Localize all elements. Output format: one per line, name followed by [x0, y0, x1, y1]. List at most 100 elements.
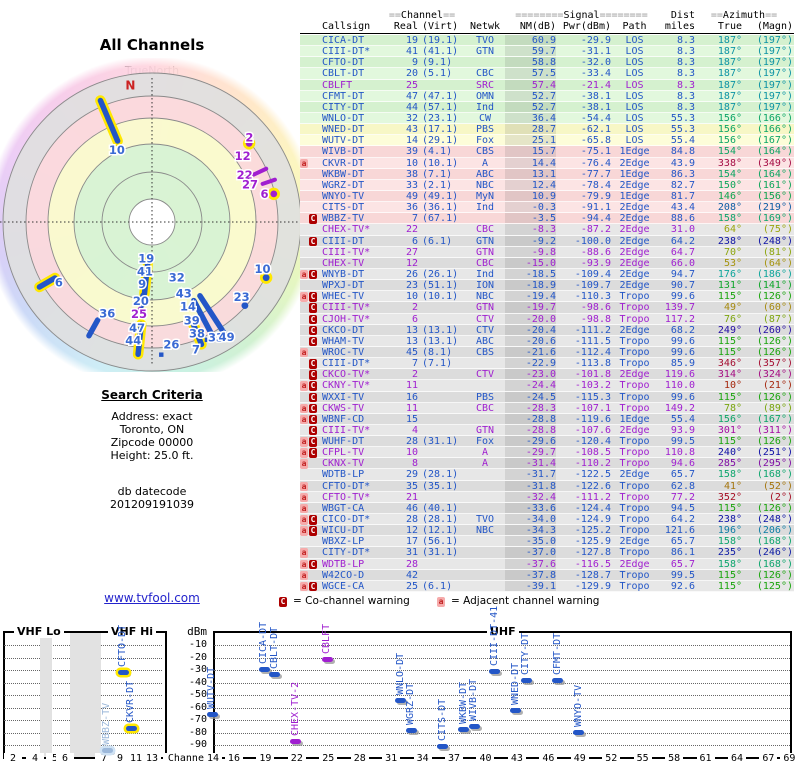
radar-title: All Channels	[99, 36, 205, 54]
table-header-groups: ==Channel== ========Signal======== Dist …	[388, 10, 778, 21]
station-marker	[260, 177, 277, 186]
magnetic-azimuth-cell: (219°)	[756, 202, 793, 213]
network-cell: CBS	[475, 146, 495, 157]
magnetic-azimuth-cell: (197°)	[756, 46, 793, 57]
true-azimuth-cell: 156°	[717, 135, 742, 146]
magnetic-azimuth-cell: (251°)	[756, 447, 793, 458]
radar-channel-label: 36	[99, 307, 115, 321]
nm-db-cell: 10.9	[505, 190, 556, 202]
tvfool-link[interactable]: www.tvfool.com	[104, 591, 200, 605]
power-dbm-cell: -124.4	[574, 502, 611, 514]
distance-cell: 43.4	[670, 202, 695, 213]
table-row: aC CIII-DT* 7 (7.1) -22.9 -113.8 Tropo 85.9 346°…	[300, 358, 794, 370]
path-cell: Tropo	[619, 358, 650, 369]
real-channel-cell: 28	[405, 514, 418, 525]
badge-slot-a: a	[300, 392, 309, 402]
co-channel-badge: C	[309, 448, 317, 458]
magnetic-azimuth-cell: (246°)	[756, 547, 793, 558]
co-channel-badge: C	[309, 403, 317, 414]
badge-slot-a: a	[300, 314, 309, 324]
radar-channel-label: 23	[234, 290, 250, 304]
true-azimuth-cell: 156°	[717, 112, 742, 124]
callsign-cell: WDTB-LP	[322, 558, 365, 569]
channel-tick-label: 55	[633, 753, 652, 764]
power-dbm-cell: -75.1	[580, 146, 611, 157]
virtual-channel-cell	[418, 247, 465, 257]
callsign-cell: CBLT-DT	[322, 68, 365, 79]
callsign-cell: WHEC-TV	[322, 291, 365, 302]
chart-station-label: CBLFT	[321, 623, 333, 654]
table-row: aCCFMT-DT 47 (47.1) OMN 52.7 -38.1 LOS 8.3 187° (…	[300, 90, 794, 102]
true-azimuth-cell: 187°	[717, 35, 742, 46]
co-channel-badge: C	[309, 526, 317, 536]
station-marker	[136, 307, 142, 320]
real-channel-cell: 43	[405, 124, 418, 135]
badge-slot-a: a	[300, 302, 309, 312]
radar-channel-label: 14	[180, 300, 196, 314]
path-cell: LOS	[625, 46, 644, 57]
virtual-channel-cell: (12.1)	[422, 525, 459, 536]
badge-slot-a: a	[300, 369, 309, 379]
badge-slot-a: a	[300, 158, 309, 169]
table-row: aCCFTO-TV* 21 -32.4 -111.2 Tropo 77.2 352° (2°)	[300, 491, 794, 503]
virtual-channel-cell: (31.1)	[422, 436, 459, 447]
station-marker	[241, 302, 249, 310]
power-dbm-cell: -115.3	[574, 391, 611, 402]
badge-slot-c: C	[309, 102, 319, 112]
station-marker	[135, 321, 144, 358]
callsign-cell: CICA-DT	[322, 35, 365, 46]
power-dbm-cell: -108.5	[574, 447, 611, 458]
nm-db-cell: -37.0	[505, 547, 556, 558]
magnetic-azimuth-cell: (126°)	[756, 346, 793, 358]
distance-cell: 8.3	[676, 35, 695, 46]
magnetic-azimuth-cell: (167°)	[756, 413, 793, 424]
vhf-gap-band	[40, 633, 52, 757]
network-cell: CBS	[475, 346, 495, 358]
station-marker	[97, 97, 121, 144]
real-channel-cell: 42	[405, 569, 418, 580]
network-cell: GTN	[475, 246, 495, 257]
real-channel-cell: 46	[405, 502, 418, 514]
badge-slot-c: C	[309, 46, 319, 56]
power-dbm-cell: -88.6	[580, 246, 611, 257]
power-dbm-cell: -112.4	[574, 346, 611, 358]
station-marker	[159, 352, 164, 357]
callsign-cell: WBXZ-LP	[322, 536, 365, 547]
badge-slot-a: a	[300, 503, 309, 514]
power-dbm-cell: -128.7	[574, 569, 611, 580]
badge-slot-c: C	[309, 258, 319, 268]
network-cell: GTN	[475, 235, 495, 246]
magnetic-azimuth-cell: (197°)	[756, 57, 793, 68]
virtual-channel-cell	[418, 570, 465, 580]
real-channel-cell: 19	[405, 35, 418, 46]
band-title: UHF	[487, 625, 519, 638]
badge-slot-c: C	[309, 369, 319, 380]
magnetic-azimuth-cell: (126°)	[756, 291, 793, 302]
power-dbm-cell: -78.4	[580, 179, 611, 190]
badge-slot-c: C	[309, 135, 319, 145]
badge-slot-c: C	[309, 280, 319, 290]
badge-slot-c: C	[309, 213, 319, 224]
true-azimuth-cell: 70°	[723, 246, 742, 257]
virtual-channel-cell	[418, 403, 465, 413]
magnetic-azimuth-cell: (156°)	[756, 190, 793, 202]
channel-table: ==Channel== ========Signal======== Dist …	[300, 10, 794, 593]
nm-db-cell: -35.0	[505, 536, 556, 547]
power-dbm-cell: -33.4	[580, 68, 611, 79]
badge-slot-c: C	[309, 447, 319, 458]
chart-station-label: WNYO-TV	[572, 684, 584, 727]
station-marker	[204, 337, 210, 343]
real-channel-cell: 44	[405, 101, 418, 112]
distance-cell: 110.8	[664, 447, 695, 458]
real-channel-cell: 2	[411, 302, 418, 313]
table-row: aCWBXZ-LP 17 (56.1) -35.0 -125.9 2Edge 65.7 158…	[300, 536, 794, 548]
ring	[25, 95, 279, 349]
station-marker	[189, 319, 205, 348]
true-azimuth-cell: 150°	[717, 179, 742, 190]
table-row: aCCHEX-TV 12 CBC -15.0 -93.9 2Edge 66.0 53° (64°…	[300, 257, 794, 269]
power-dbm-cell: -32.0	[580, 57, 611, 68]
table-row: aC CIII-TV* 4 GTN -28.8 -107.6 2Edge 93.9 301° (3…	[300, 424, 794, 437]
true-azimuth-cell: 176°	[717, 268, 742, 280]
true-azimuth-cell: 115°	[717, 291, 742, 302]
distance-cell: 99.5	[670, 436, 695, 447]
